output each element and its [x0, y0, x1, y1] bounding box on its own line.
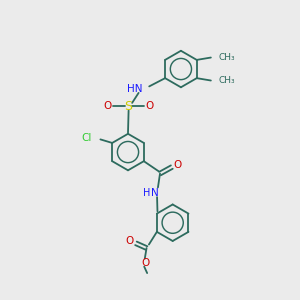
- Text: N: N: [151, 188, 159, 198]
- Text: O: O: [125, 236, 134, 246]
- Text: O: O: [174, 160, 182, 170]
- Text: O: O: [141, 258, 149, 268]
- Text: H: H: [143, 188, 151, 198]
- Text: O: O: [103, 101, 112, 111]
- Text: HN: HN: [127, 84, 142, 94]
- Text: Cl: Cl: [81, 133, 92, 142]
- Text: CH₃: CH₃: [219, 53, 236, 62]
- Text: O: O: [146, 101, 154, 111]
- Text: S: S: [124, 100, 133, 113]
- Text: CH₃: CH₃: [219, 76, 236, 85]
